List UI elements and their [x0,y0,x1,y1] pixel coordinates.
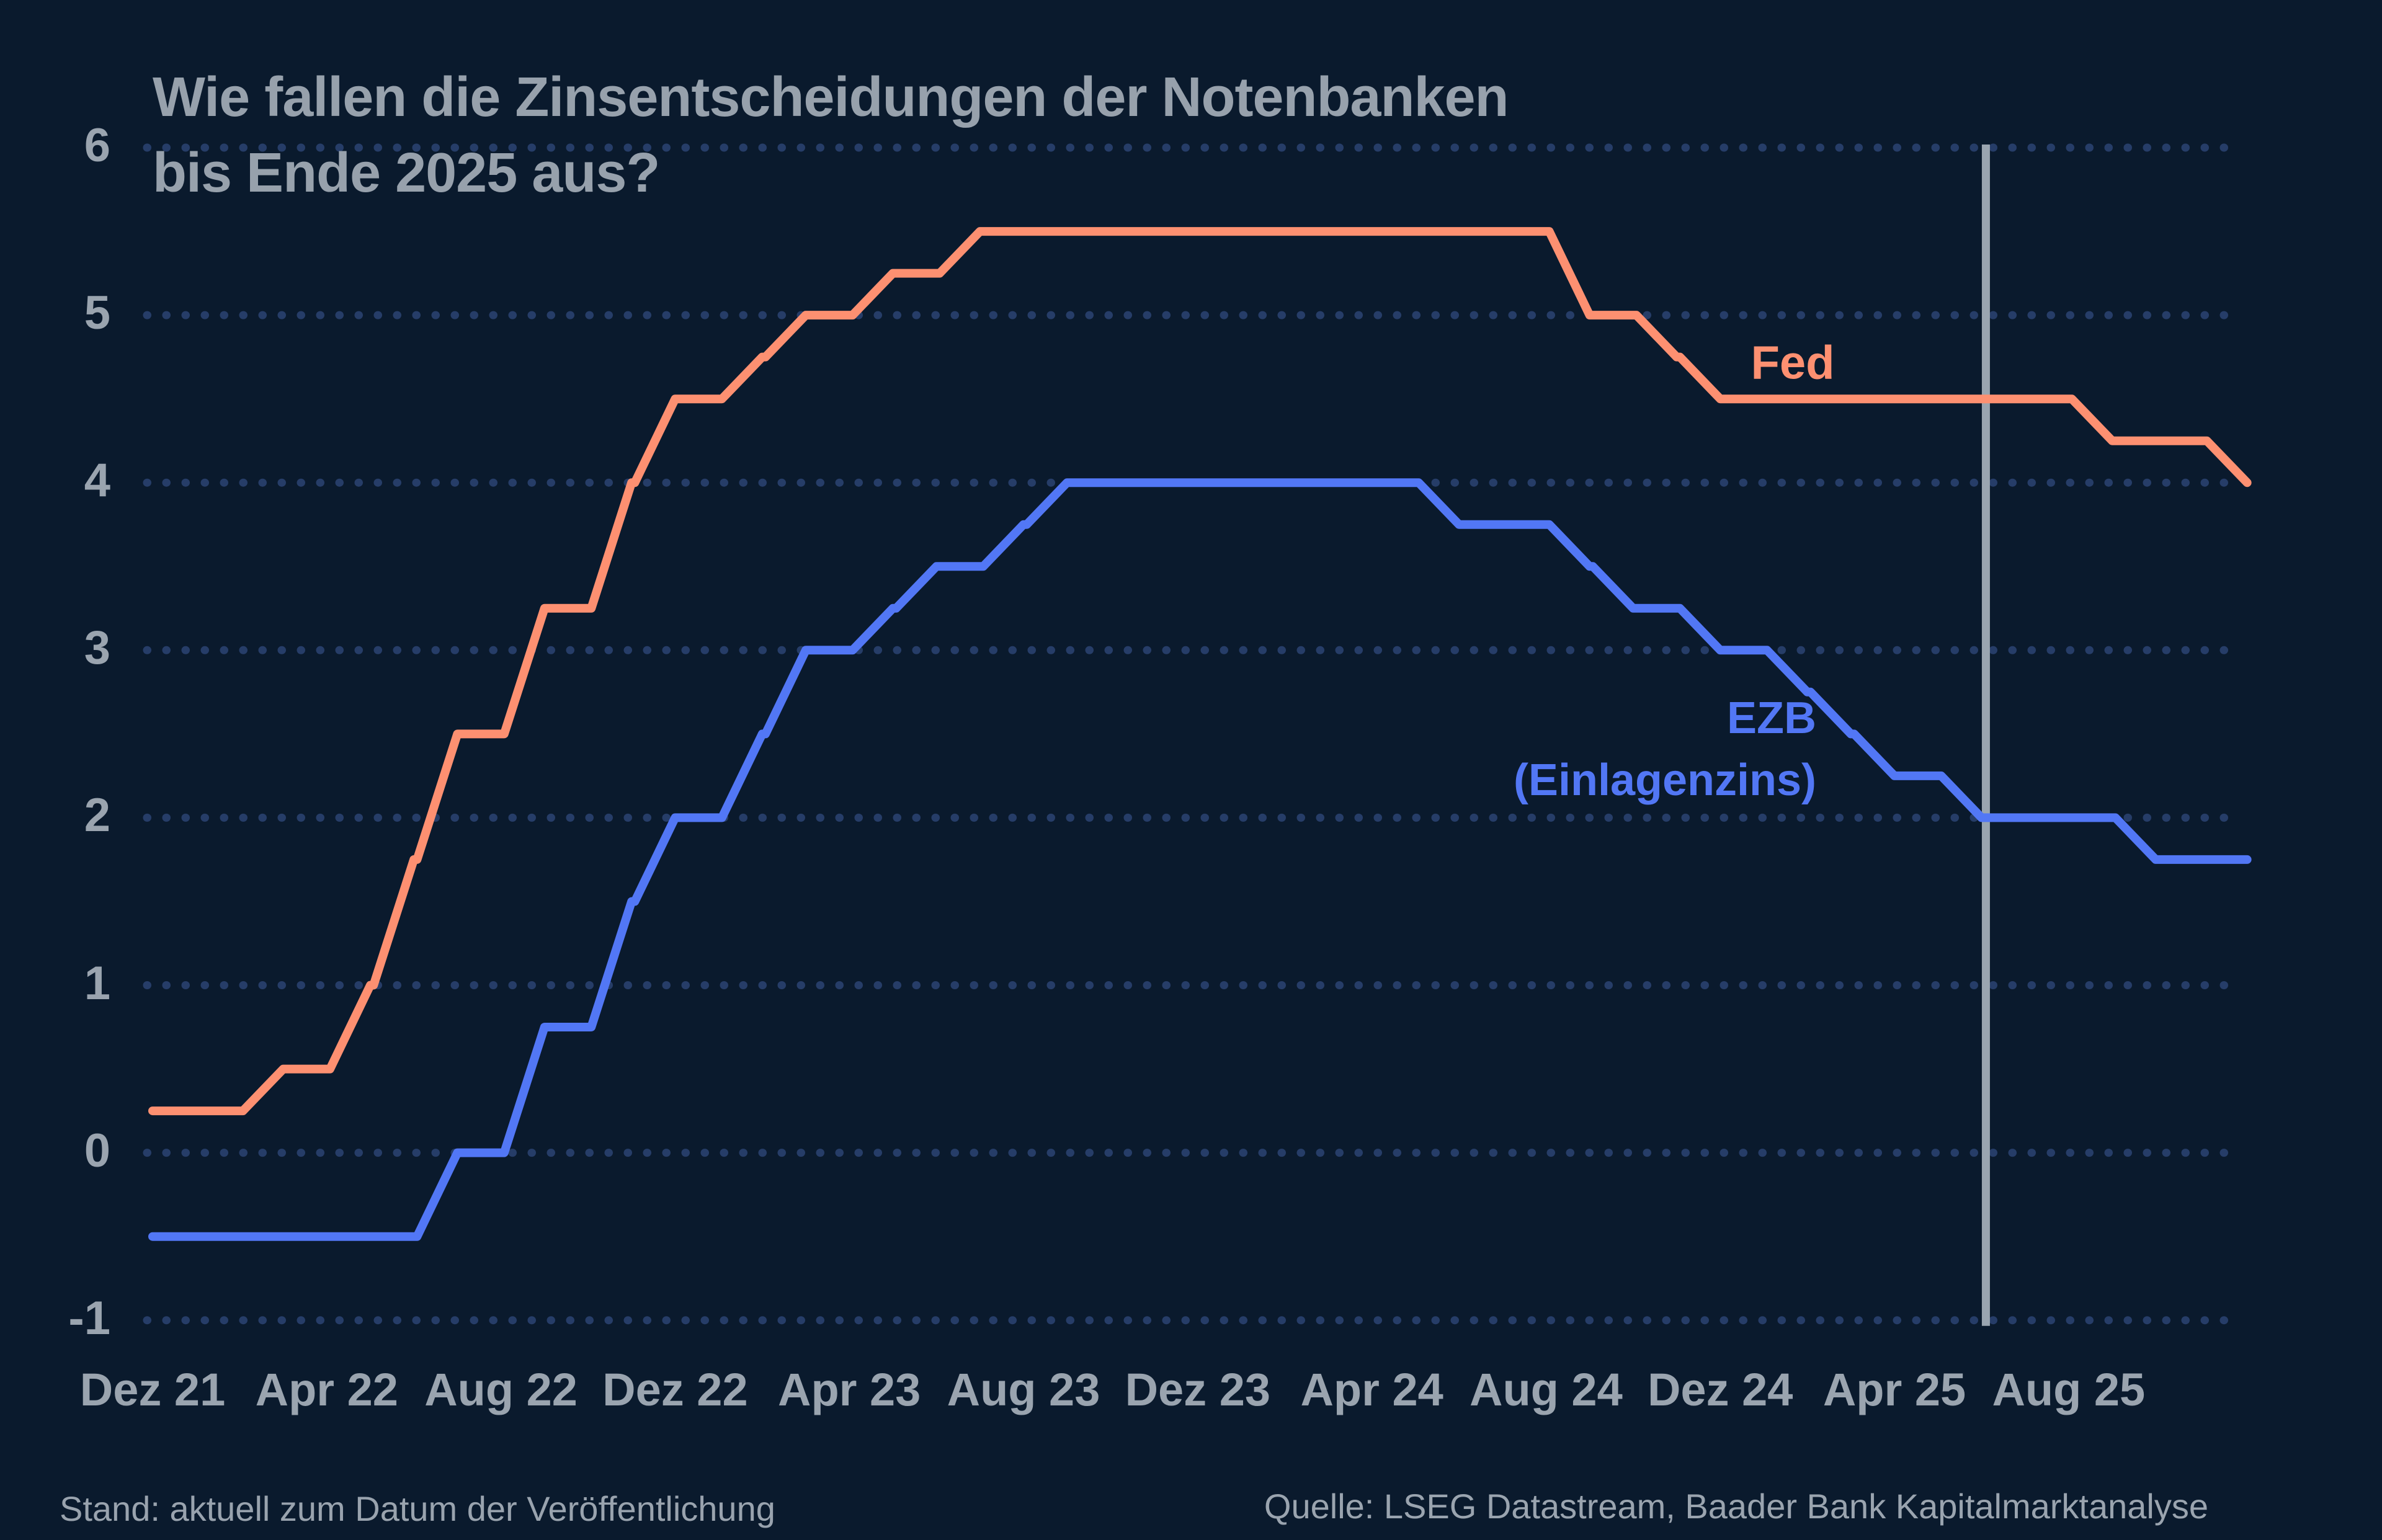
chart-title-line2: bis Ende 2025 aus? [153,142,660,204]
y-tick-label-3: 3 [84,621,110,675]
x-tick-label-Aug-25: Aug 25 [1992,1364,2146,1415]
status-note: Stand: aktuell zum Datum der Veröffentli… [60,1489,775,1528]
x-tick-label-Apr-24: Apr 24 [1300,1364,1443,1415]
x-tick-label-Apr-22: Apr 22 [255,1364,398,1415]
x-tick-label-Dez-22: Dez 22 [602,1364,748,1415]
x-tick-label-Aug-23: Aug 23 [947,1364,1100,1415]
x-tick-label-Aug-22: Aug 22 [424,1364,578,1415]
fed-series-label: Fed [1751,336,1835,389]
x-tick-label-Dez-21: Dez 21 [79,1364,226,1415]
y-tick-label-2: 2 [84,789,110,842]
y-tick-label-0: 0 [84,1124,110,1177]
ezb-series-label-line1: EZB [1727,693,1816,743]
x-tick-label-Dez-23: Dez 23 [1125,1364,1271,1415]
x-tick-label-Aug-24: Aug 24 [1470,1364,1623,1415]
y-tick-label-5: 5 [84,287,110,340]
series-line-fed [148,227,2252,1116]
ezb-series-label-line2: (Einlagenzins) [1513,755,1816,805]
ezb-series-label: EZB (Einlagenzins) [1514,687,1816,811]
x-tick-label-Apr-23: Apr 23 [778,1364,921,1415]
y-tick-label-1: 1 [84,956,110,1010]
chart-title-line1: Wie fallen die Zinsentscheidungen der No… [153,66,1509,128]
x-tick-label-Dez-24: Dez 24 [1647,1364,1793,1415]
source-note: Quelle: LSEG Datastream, Baader Bank Kap… [1264,1487,2208,1526]
series-line-ezb [148,478,2252,1241]
y-tick-label--1: -1 [68,1291,110,1345]
x-tick-label-Apr-25: Apr 25 [1822,1364,1966,1415]
y-tick-label-6: 6 [84,119,110,172]
chart-title: Wie fallen die Zinsentscheidungen der No… [153,60,1509,211]
y-tick-label-4: 4 [84,454,110,507]
